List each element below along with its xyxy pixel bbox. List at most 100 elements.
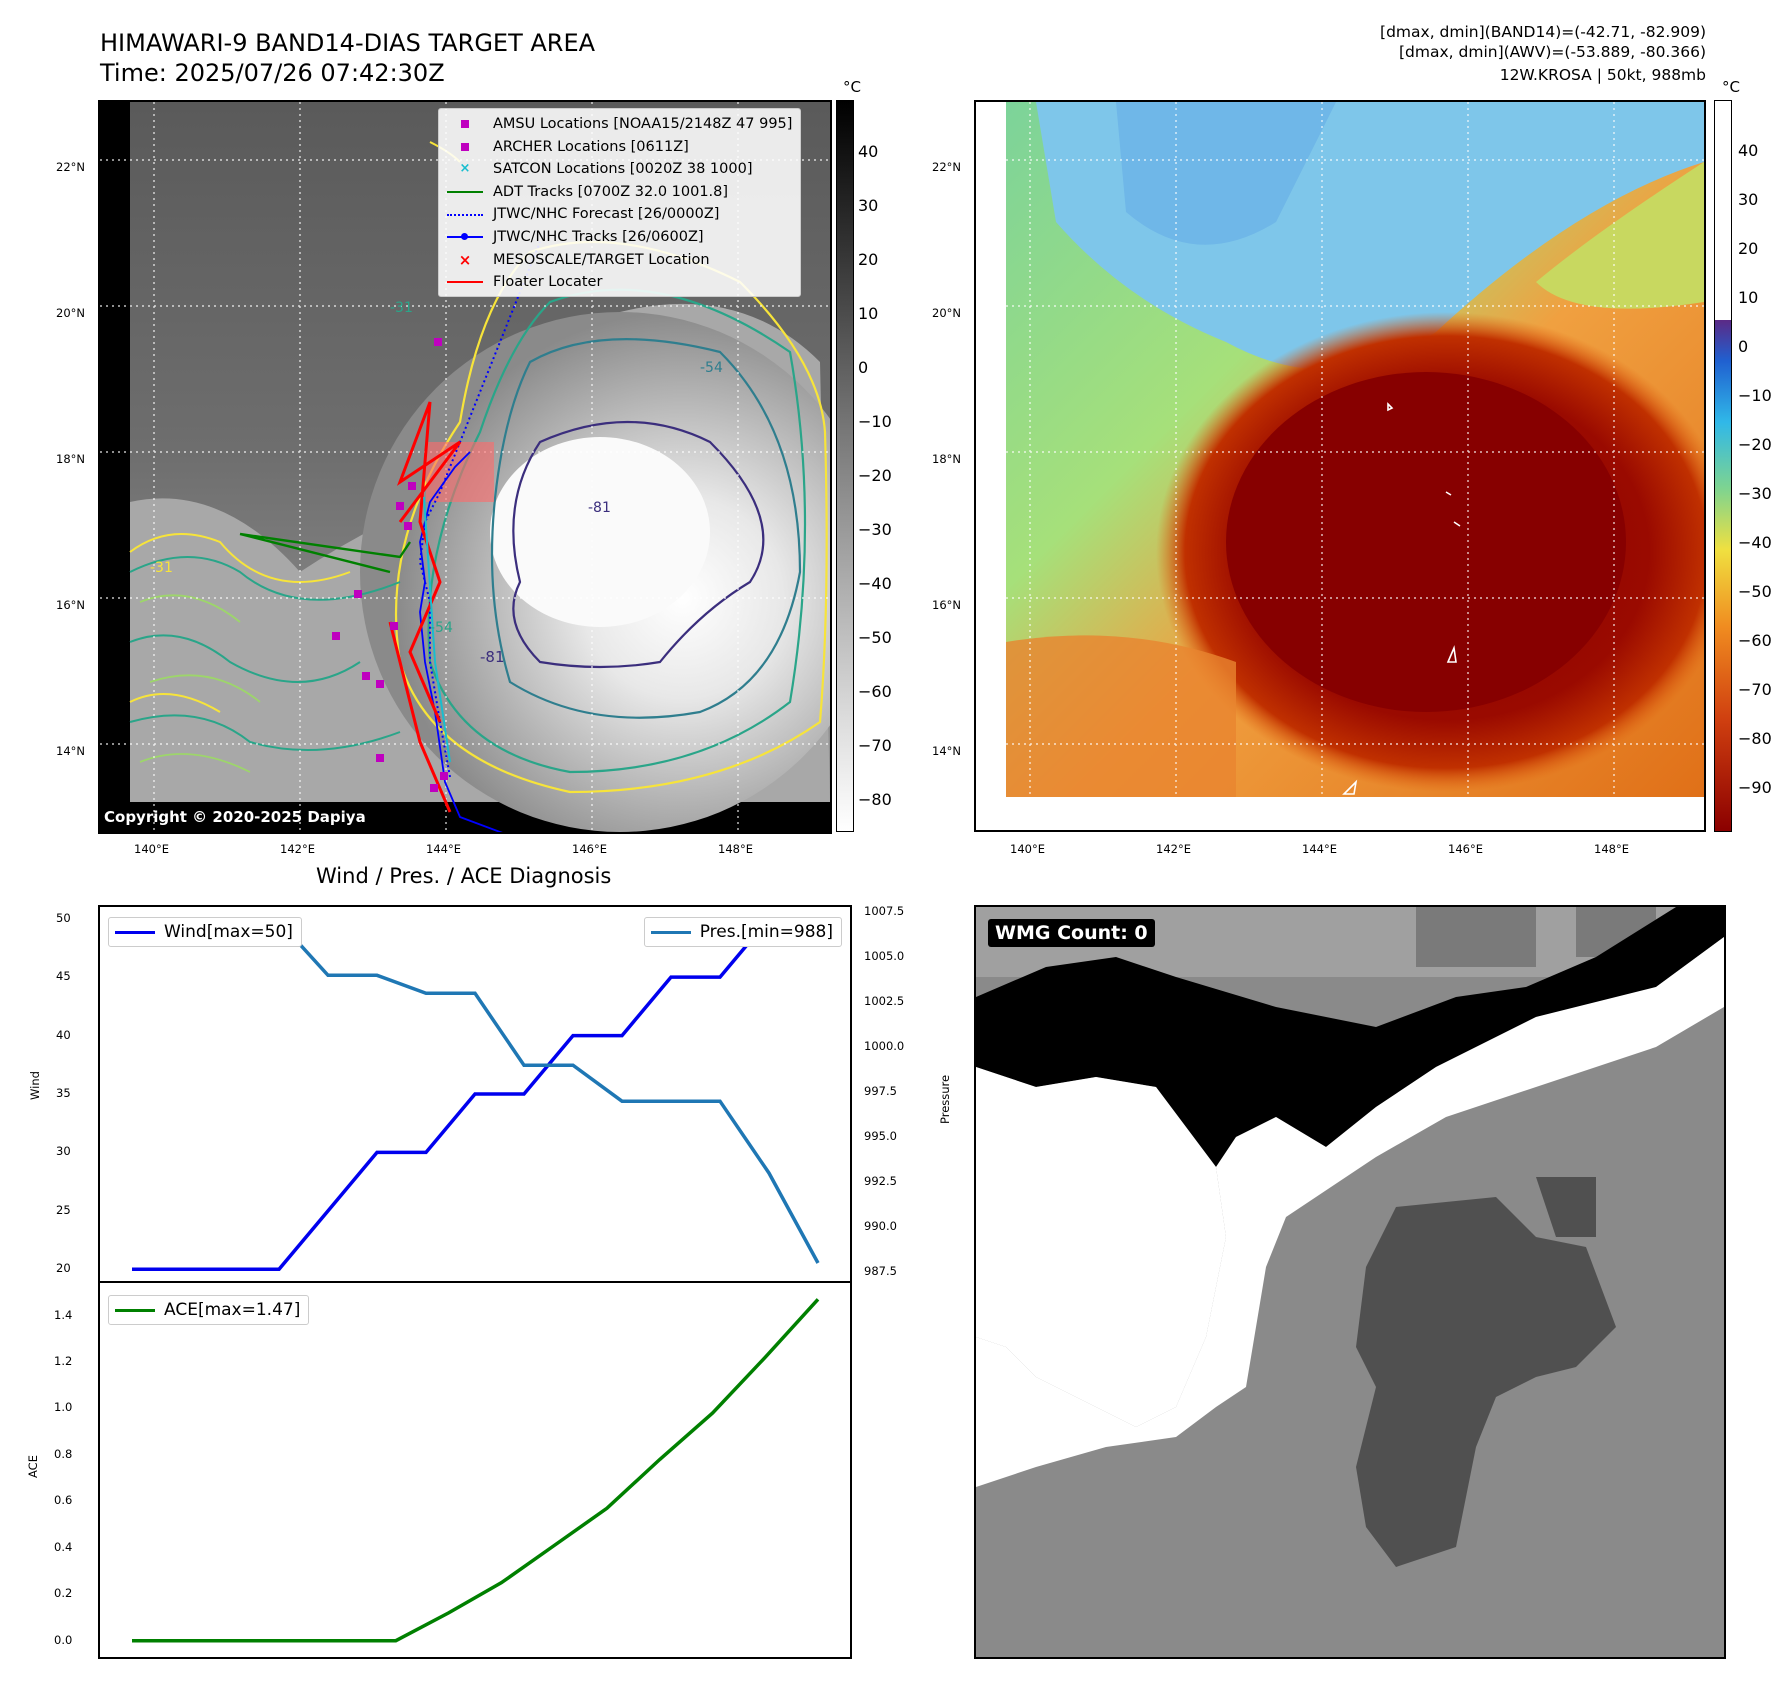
colorbar-tick-label: −40: [1738, 533, 1772, 552]
copyright-text: Copyright © 2020-2025 Dapiya: [104, 808, 366, 826]
colorbar-tick-label: −90: [1738, 778, 1772, 797]
pressure-legend: Pres.[min=988]: [643, 917, 842, 947]
ace-tick-label: 1.4: [54, 1307, 73, 1322]
lon-label: 142°E: [280, 842, 315, 856]
legend-archer: ARCHER Locations [0611Z]: [445, 136, 792, 159]
wmg-image: [976, 907, 1724, 1657]
contour-label: -31: [150, 560, 173, 576]
ace-tick-label: 0.2: [54, 1586, 73, 1601]
pressure-tick-label: 995.0: [864, 1129, 897, 1144]
lon-label: 144°E: [426, 842, 461, 856]
ace-series-line: [132, 1298, 820, 1643]
lon-label: 142°E: [1156, 842, 1191, 856]
wind-tick-label: 20: [56, 1261, 71, 1276]
legend-adt: ADT Tracks [0700Z 32.0 1001.8]: [445, 181, 792, 204]
lat-label: 22°N: [56, 160, 85, 174]
lat-label: 14°N: [932, 744, 961, 758]
colorbar-tick-label: 20: [858, 250, 879, 269]
wmg-panel: WMG Count: 0: [974, 905, 1726, 1659]
colorbar-tick-label: 30: [1738, 190, 1759, 209]
contour-label: -54: [700, 360, 723, 376]
lat-label: 16°N: [56, 598, 85, 612]
ace-tick-label: 1.0: [54, 1400, 73, 1415]
lon-label: 140°E: [134, 842, 169, 856]
colorbar-tick-label: −70: [1738, 680, 1772, 699]
ace-legend: ACE[max=1.47]: [108, 1295, 310, 1325]
lon-label: 148°E: [718, 842, 753, 856]
colorbar-tick-label: 10: [1738, 288, 1759, 307]
lat-label: 22°N: [932, 160, 961, 174]
wind-tick-label: 40: [56, 1027, 71, 1042]
legend-amsu: AMSU Locations [NOAA15/2148Z 47 995]: [445, 113, 792, 136]
colorbar-tick-label: −80: [858, 790, 892, 809]
diagnosis-title: Wind / Pres. / ACE Diagnosis: [316, 864, 612, 888]
wind-tick-label: 50: [56, 910, 71, 925]
colorbar-tick-label: −50: [858, 628, 892, 647]
figure-time: Time: 2025/07/26 07:42:30Z: [100, 59, 445, 87]
wind-tick-label: 45: [56, 969, 71, 984]
lon-label: 146°E: [1448, 842, 1483, 856]
colorbar-tick-label: −60: [1738, 631, 1772, 650]
legend-jtwc-tracks: JTWC/NHC Tracks [26/0600Z]: [445, 226, 792, 249]
pressure-series-line: [132, 919, 820, 1264]
colorbar-tick-label: 10: [858, 304, 879, 323]
ace-chart: [132, 1298, 820, 1643]
colorbar-tick-label: −70: [858, 736, 892, 755]
meta-band14: [dmax, dmin](BAND14)=(-42.71, -82.909): [1380, 23, 1706, 41]
colorbar-tick-label: −10: [1738, 386, 1772, 405]
ace-tick-label: 0.4: [54, 1539, 73, 1554]
ace-tick-label: 0.6: [54, 1493, 73, 1508]
awv-map-panel: [974, 100, 1706, 832]
lat-label: 18°N: [932, 452, 961, 466]
legend-jtwc-forecast: JTWC/NHC Forecast [26/0000Z]: [445, 203, 792, 226]
ace-tick-label: 0.0: [54, 1632, 73, 1647]
pressure-tick-label: 1002.5: [864, 994, 905, 1009]
lat-label: 20°N: [932, 306, 961, 320]
colorbar-tick-label: −30: [858, 520, 892, 539]
awv-map-image: [976, 102, 1704, 830]
pressure-tick-label: 1005.0: [864, 949, 905, 964]
legend-satcon: × SATCON Locations [0020Z 38 1000]: [459, 161, 753, 178]
wind-legend: Wind[max=50]: [108, 917, 302, 947]
colorbar-unit: °C: [843, 78, 861, 96]
colorbar-tick-label: −30: [1738, 484, 1772, 503]
pressure-tick-label: 990.0: [864, 1219, 897, 1234]
colorbar-tick-label: −60: [858, 682, 892, 701]
map-legend: AMSU Locations [NOAA15/2148Z 47 995] ARC…: [438, 108, 802, 297]
ace-tick-label: 1.2: [54, 1353, 73, 1368]
colorbar-tick-label: −10: [858, 412, 892, 431]
pressure-tick-label: 1000.0: [864, 1039, 905, 1054]
colorbar-tick-label: −80: [1738, 729, 1772, 748]
wind-tick-label: 35: [56, 1086, 71, 1100]
colorbar-unit: °C: [1722, 78, 1740, 96]
colorbar-tick-label: 0: [858, 358, 869, 377]
awv-colorbar: [1714, 100, 1732, 832]
colorbar-tick-label: −20: [1738, 435, 1772, 454]
colorbar-tick-label: 40: [1738, 141, 1759, 160]
colorbar-tick-label: 30: [858, 196, 879, 215]
colorbar-tick-label: −20: [858, 466, 892, 485]
legend-mesoscale: × MESOSCALE/TARGET Location: [458, 250, 710, 269]
lon-label: 140°E: [1010, 842, 1045, 856]
wind-tick-label: 30: [56, 1144, 71, 1159]
colorbar-tick-label: 40: [858, 142, 879, 161]
lat-label: 16°N: [932, 598, 961, 612]
ace-panel: ACE[max=1.47]: [98, 1281, 852, 1659]
contour-label: -81: [588, 500, 611, 516]
contour-label: -54: [430, 620, 453, 636]
ir-map-panel: -31 -54 -81 -54 -31 -81 AMSU Locations […: [98, 100, 832, 834]
lat-label: 20°N: [56, 306, 85, 320]
pressure-tick-label: 997.5: [864, 1084, 897, 1099]
contour-label: -31: [390, 300, 413, 316]
meta-storm: 12W.KROSA | 50kt, 988mb: [1499, 66, 1706, 84]
pressure-tick-label: 987.5: [864, 1264, 897, 1278]
colorbar-tick-label: 0: [1738, 337, 1749, 356]
ir-colorbar: [836, 100, 854, 832]
pressure-tick-label: 1007.5: [864, 904, 905, 919]
contour-label: -81: [480, 648, 505, 666]
figure-title: HIMAWARI-9 BAND14-DIAS TARGET AREA: [100, 29, 596, 57]
ace-tick-label: 0.8: [54, 1446, 73, 1461]
meta-awv: [dmax, dmin](AWV)=(-53.889, -80.366): [1399, 43, 1706, 61]
wind-pressure-chart: [132, 916, 820, 1272]
lon-label: 144°E: [1302, 842, 1337, 856]
